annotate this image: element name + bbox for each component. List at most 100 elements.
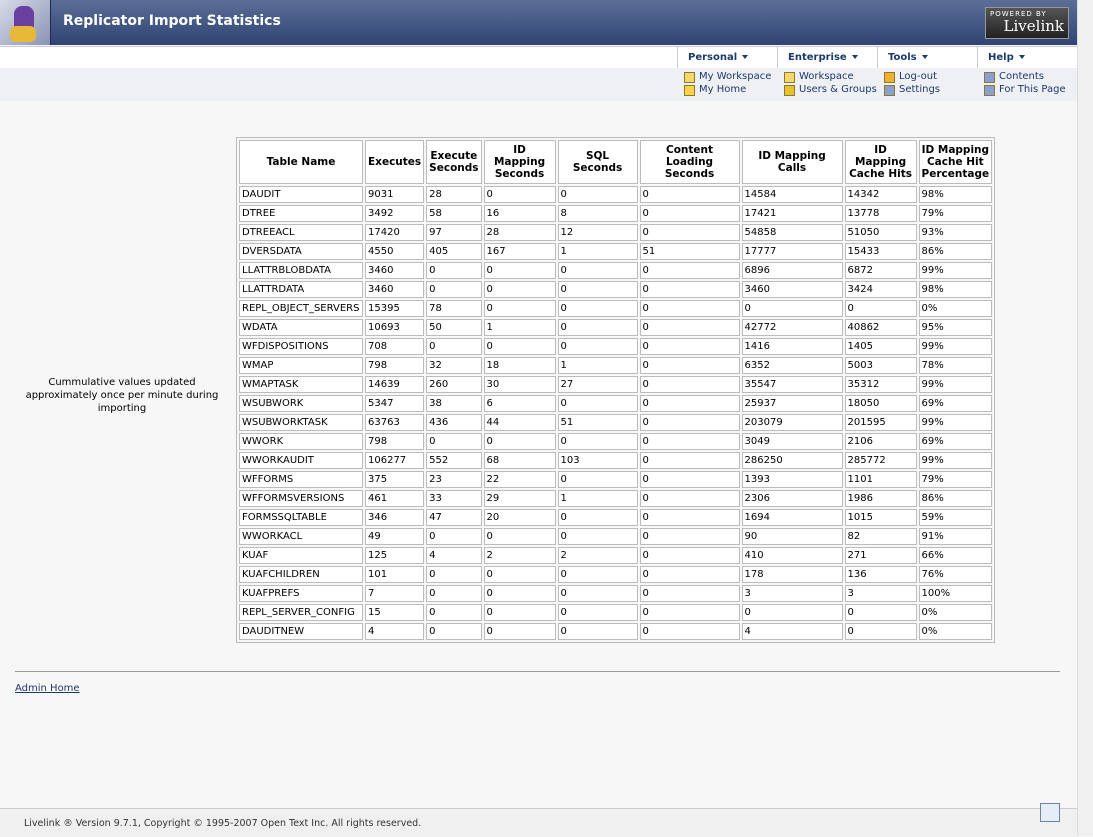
table-cell: 99% [919,414,993,431]
menu-link[interactable]: My Workspace [699,71,771,82]
menu-link[interactable]: For This Page [999,84,1066,95]
table-cell: 18 [484,357,556,374]
table-cell: 78% [919,357,993,374]
table-cell: 100% [919,585,993,602]
table-cell: 2 [558,547,638,564]
table-row: FORMSSQLTABLE3464720001694101559% [239,509,992,526]
table-cell: 44 [484,414,556,431]
table-cell: 0 [640,281,740,298]
table-cell: LLATTRBLOBDATA [239,262,363,279]
table-cell: 0 [845,623,917,640]
table-cell: 405 [426,243,481,260]
table-cell: 69% [919,395,993,412]
table-row: WSUBWORKTASK637634364451020307920159599% [239,414,992,431]
column-header: Execute Seconds [426,140,481,184]
table-cell: 79% [919,205,993,222]
menu[interactable]: Tools [877,47,976,68]
table-row: LLATTRDATA346000003460342498% [239,281,992,298]
admin-home-link[interactable]: Admin Home [15,683,80,694]
table-cell: 54858 [742,224,843,241]
table-cell: REPL_OBJECT_SERVERS [239,300,363,317]
menu-arrow [1019,55,1025,59]
table-cell: 0 [640,566,740,583]
table-cell: 0 [558,395,638,412]
table-cell: 23 [426,471,481,488]
table-cell: 86% [919,243,993,260]
table-cell: WFFORMS [239,471,363,488]
menu-link[interactable]: Workspace [799,71,854,82]
table-cell: 1 [558,357,638,374]
table-cell: 0 [558,262,638,279]
table-cell: 59% [919,509,993,526]
table-cell: DVERSDATA [239,243,363,260]
table-row: DVERSDATA4550405167151177771543386% [239,243,992,260]
menu-label[interactable]: Tools [888,52,917,63]
table-cell: 410 [742,547,843,564]
table-row: WWORK79800003049210669% [239,433,992,450]
table-cell: 0 [426,281,481,298]
menu-link[interactable]: Contents [999,71,1044,82]
table-cell: 32 [426,357,481,374]
table-cell: 106277 [365,452,424,469]
back-to-top[interactable] [1040,803,1060,822]
table-cell: 0 [484,566,556,583]
table-cell: WWORKAUDIT [239,452,363,469]
table-cell: 552 [426,452,481,469]
menu-link[interactable]: Log-out [899,71,937,82]
menu[interactable]: Help [977,47,1076,68]
table-cell: 91% [919,528,993,545]
table-cell: 260 [426,376,481,393]
menu-label[interactable]: Personal [688,52,737,63]
table-cell: 3460 [742,281,843,298]
table-cell: 0 [742,300,843,317]
column-header: Table Name [239,140,363,184]
menu-label[interactable]: Help [988,52,1014,63]
table-cell: 4 [742,623,843,640]
table-cell: 375 [365,471,424,488]
table-cell: 1986 [845,490,917,507]
table-cell: 51050 [845,224,917,241]
table-cell: 0 [845,300,917,317]
table-cell: 51 [640,243,740,260]
table-row: WFFORMSVERSIONS4613329102306198686% [239,490,992,507]
menu[interactable]: Personal [677,47,776,68]
table-cell: 0 [640,224,740,241]
menu-link[interactable]: My Home [699,84,746,95]
table-cell: 22 [484,471,556,488]
table-cell: 4 [426,547,481,564]
header-row: Table NameExecutesExecute SecondsID Mapp… [239,140,992,184]
table-cell: 0 [640,452,740,469]
column-header: Content Loading Seconds [640,140,740,184]
table-cell: 0 [484,186,556,203]
table-cell: 125 [365,547,424,564]
table-cell: 4550 [365,243,424,260]
table-cell: 1694 [742,509,843,526]
table-row: WMAPTASK1463926030270355473531299% [239,376,992,393]
link-icon [784,72,795,83]
table-cell: 0 [426,604,481,621]
table-row: DAUDITNEW40000400% [239,623,992,640]
table-cell: 27 [558,376,638,393]
table-cell: 3424 [845,281,917,298]
table-cell: 8 [558,205,638,222]
table-cell: 15 [365,604,424,621]
table-cell: WSUBWORKTASK [239,414,363,431]
table-cell: 10693 [365,319,424,336]
table-cell: 0 [640,623,740,640]
menu[interactable]: Enterprise [777,47,876,68]
table-cell: WSUBWORK [239,395,363,412]
table-cell: 0 [484,433,556,450]
menu-link[interactable]: Settings [899,84,940,95]
note: Cummulative values updated approximately… [14,376,230,415]
table-cell: 82 [845,528,917,545]
table-cell: 0 [640,547,740,564]
table-cell: 1 [558,243,638,260]
menu-label[interactable]: Enterprise [788,52,847,63]
menu-link[interactable]: Users & Groups [799,84,877,95]
table-cell: 0 [558,433,638,450]
table-cell: 0 [426,585,481,602]
table-cell: 29 [484,490,556,507]
table-cell: REPL_SERVER_CONFIG [239,604,363,621]
column-header: Executes [365,140,424,184]
table-cell: 25937 [742,395,843,412]
